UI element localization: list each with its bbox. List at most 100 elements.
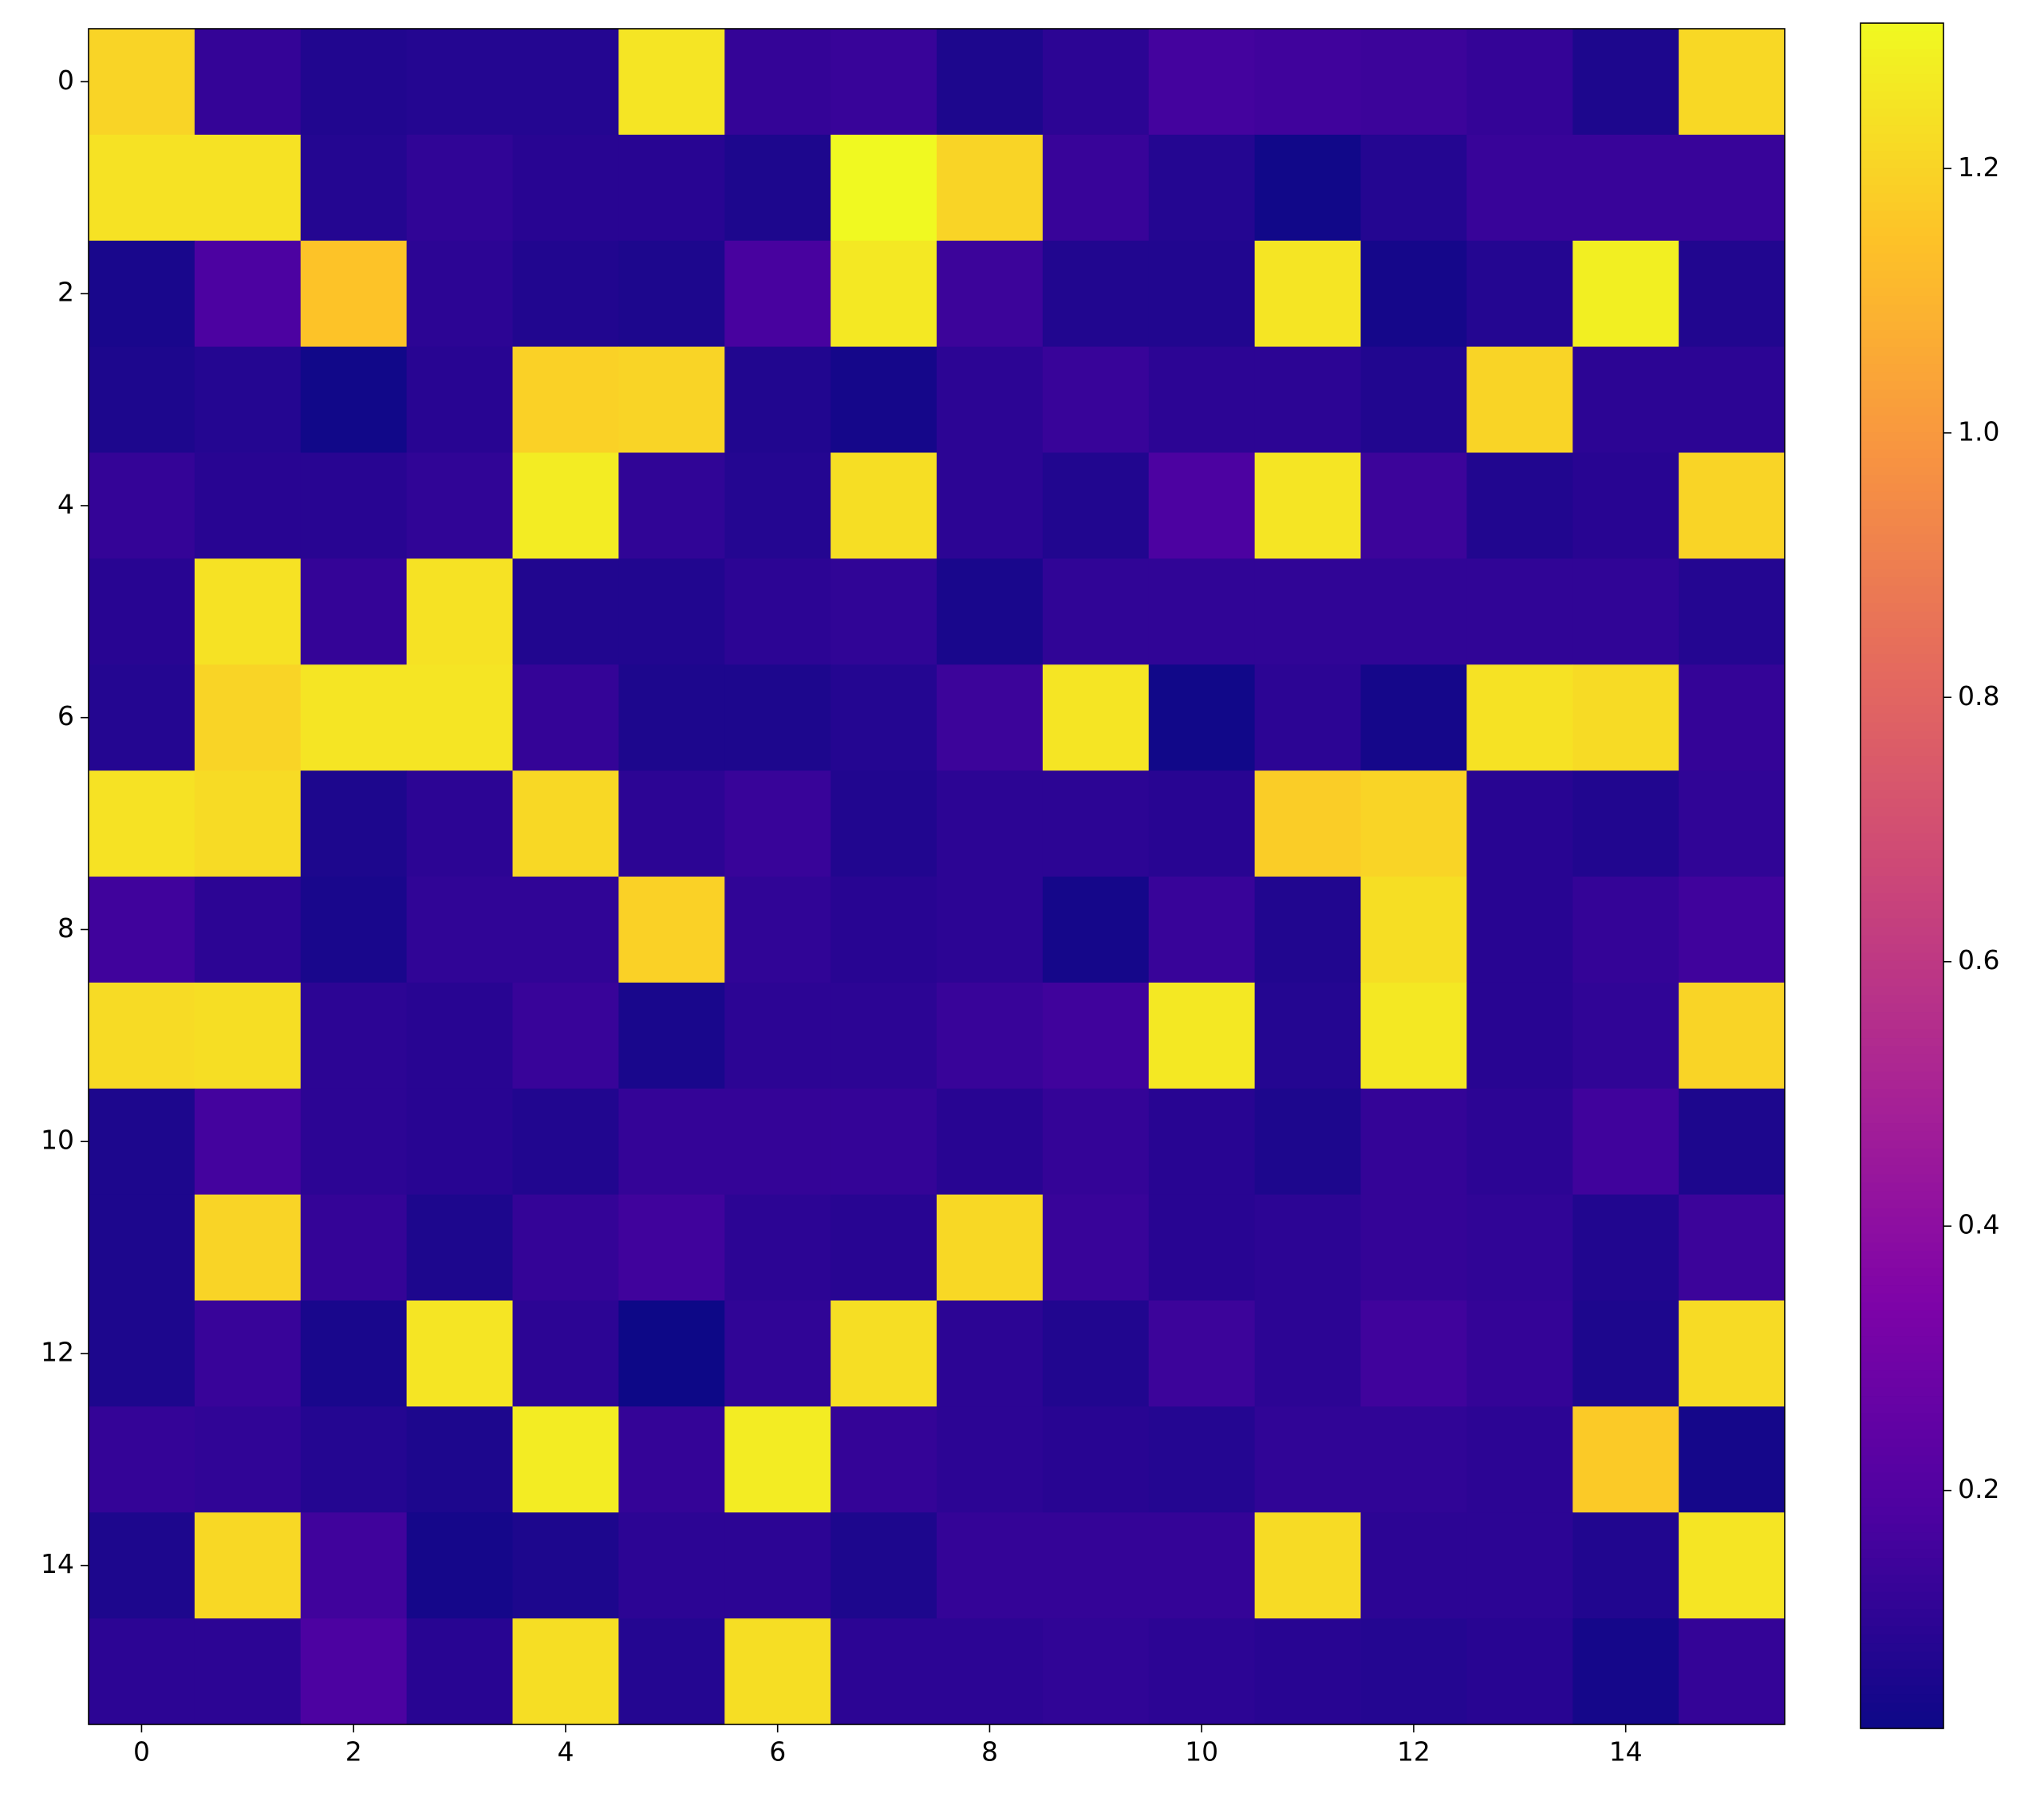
heatmap-cell [512, 452, 619, 559]
colorbar-segment [1861, 449, 1943, 459]
colorbar-segment [1861, 849, 1943, 860]
colorbar-segment [1861, 995, 1943, 1004]
colorbar-segment [1861, 944, 1943, 953]
colorbar-segment [1861, 654, 1943, 664]
colorbar-segment [1861, 824, 1943, 834]
heatmap-cell [1254, 664, 1361, 771]
heatmap-cell [1360, 452, 1467, 559]
heatmap-cell [1254, 558, 1361, 665]
heatmap-cell [512, 770, 619, 877]
colorbar-segment [1861, 1540, 1943, 1551]
colorbar-segment [1861, 31, 1943, 41]
heatmap-cell [194, 982, 302, 1090]
colorbar-segment [1861, 278, 1943, 288]
heatmap-cell [194, 1088, 302, 1196]
heatmap-cell [512, 346, 619, 453]
colorbar-segment [1861, 526, 1943, 535]
colorbar-segment [1861, 313, 1943, 322]
colorbar-segment [1861, 1609, 1943, 1618]
heatmap-cell [1148, 982, 1256, 1090]
heatmap-cell [406, 240, 513, 348]
heatmap-cell [300, 29, 408, 136]
colorbar-segment [1861, 841, 1943, 851]
colorbar-segment [1861, 1574, 1943, 1584]
heatmap-cell [1360, 1300, 1467, 1407]
colorbar-segment [1861, 1267, 1943, 1278]
heatmap-cell [89, 29, 195, 136]
heatmap-cell [724, 1300, 831, 1407]
heatmap-cell [1572, 452, 1679, 559]
heatmap-cell [194, 877, 302, 983]
colorbar-segment [1861, 680, 1943, 689]
heatmap-cell [618, 134, 725, 242]
heatmap-cell [1042, 1406, 1150, 1513]
colorbar-frame [1860, 22, 1944, 1729]
colorbar-segment [1861, 287, 1943, 297]
heatmap-cell [1254, 346, 1361, 453]
heatmap-cell [618, 452, 725, 559]
heatmap-cell [1360, 1088, 1467, 1196]
heatmap-cell [1572, 1406, 1679, 1513]
heatmap-cell [406, 1300, 513, 1407]
heatmap-cell [1148, 240, 1256, 348]
colorbar-segment [1861, 969, 1943, 979]
heatmap-cell [1042, 134, 1150, 242]
colorbar-segment [1861, 620, 1943, 629]
colorbar-segment [1861, 142, 1943, 152]
heatmap-cell [1679, 1194, 1786, 1301]
heatmap-cell [89, 346, 195, 453]
colorbar-segment [1861, 1140, 1943, 1149]
heatmap-cell [618, 29, 725, 136]
heatmap-cell [618, 1194, 725, 1301]
colorbar-segment [1861, 372, 1943, 382]
heatmap-cell [1148, 877, 1256, 983]
colorbar-segment [1861, 560, 1943, 569]
heatmap-cell [406, 1406, 513, 1513]
heatmap-cell [1360, 1618, 1467, 1725]
heatmap-cell [1254, 452, 1361, 559]
heatmap-cell [1679, 558, 1786, 665]
heatmap-cell [512, 240, 619, 348]
heatmap-cell [300, 982, 408, 1090]
colorbar-segment [1861, 790, 1943, 800]
heatmap-cell [1466, 134, 1573, 242]
heatmap-cell [1360, 134, 1467, 242]
colorbar-segment [1861, 636, 1943, 646]
colorbar-segment [1861, 202, 1943, 211]
heatmap-cell [724, 29, 831, 136]
heatmap-cell [1360, 877, 1467, 983]
heatmap-cell [937, 240, 1044, 348]
colorbar-segment [1861, 1123, 1943, 1133]
heatmap-cell [300, 1194, 408, 1301]
colorbar-segment [1861, 1702, 1943, 1712]
heatmap-cell [300, 240, 408, 348]
colorbar-segment [1861, 713, 1943, 723]
heatmap-cell [406, 558, 513, 665]
x-tick-label: 12 [1397, 1736, 1430, 1768]
colorbar-segment [1861, 1429, 1943, 1440]
colorbar-segment [1861, 1694, 1943, 1704]
colorbar-segment [1861, 1489, 1943, 1499]
heatmap-cell [1148, 1618, 1256, 1725]
heatmap-cell [831, 982, 937, 1090]
colorbar-segment [1861, 1097, 1943, 1107]
colorbar-segment [1861, 483, 1943, 493]
heatmap-cell [831, 452, 937, 559]
heatmap-cell [937, 29, 1044, 136]
colorbar-segment [1861, 1208, 1943, 1218]
heatmap-cell [1679, 1512, 1786, 1619]
heatmap-cell [1148, 1512, 1256, 1619]
y-tick-label: 6 [57, 700, 74, 731]
heatmap-cell [831, 1194, 937, 1301]
heatmap-cell [1572, 134, 1679, 242]
colorbar-segment [1861, 151, 1943, 160]
colorbar-segment [1861, 40, 1943, 49]
colorbar-segment [1861, 1396, 1943, 1405]
heatmap-cell [194, 346, 302, 453]
heatmap-cell [512, 1300, 619, 1407]
heatmap-cell [512, 558, 619, 665]
colorbar-segment [1861, 807, 1943, 817]
colorbar-segment [1861, 1029, 1943, 1038]
colorbar-segment [1861, 1344, 1943, 1354]
colorbar-tick-label: 1.2 [1958, 152, 1999, 183]
